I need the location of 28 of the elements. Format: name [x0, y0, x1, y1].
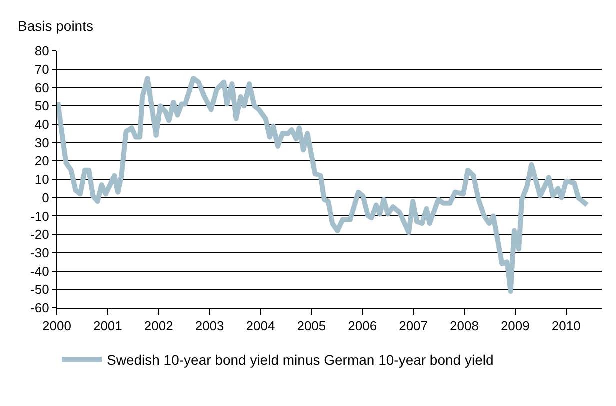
x-tick-label: 2010: [552, 318, 581, 334]
y-tick-label: 50: [34, 98, 50, 114]
legend-label: Swedish 10-year bond yield minus German 10-year bond yield: [107, 352, 494, 368]
y-tick-label: 70: [34, 62, 50, 77]
x-tick-label: 2005: [297, 318, 326, 334]
x-tick-label: 2000: [42, 318, 72, 334]
y-tick-label: 0: [42, 190, 50, 206]
x-tick-label: 2007: [399, 318, 428, 334]
y-tick-label: 40: [34, 116, 50, 132]
y-tick-label: -60: [30, 300, 50, 316]
y-tick-label: -30: [30, 245, 50, 260]
y-tick-label: 60: [34, 80, 50, 96]
y-tick-label: 10: [34, 172, 50, 188]
y-tick-label: 20: [34, 154, 50, 169]
x-tick-label: 2009: [500, 318, 530, 334]
x-tick-label: 2004: [246, 318, 276, 334]
y-tick-label: 80: [34, 44, 50, 59]
y-tick-label: 30: [34, 135, 50, 150]
x-tick-label: 2008: [450, 318, 479, 334]
y-tick-label: -50: [30, 282, 50, 298]
x-tick-label: 2006: [348, 318, 378, 334]
y-tick-label: -20: [30, 227, 50, 242]
y-tick-label: -40: [30, 264, 50, 279]
y-tick-label: -10: [30, 208, 50, 224]
x-tick-label: 2002: [144, 318, 174, 334]
x-tick-label: 2001: [93, 318, 122, 334]
x-tick-label: 2003: [195, 318, 224, 334]
y-axis-title: Basis points: [18, 18, 94, 34]
